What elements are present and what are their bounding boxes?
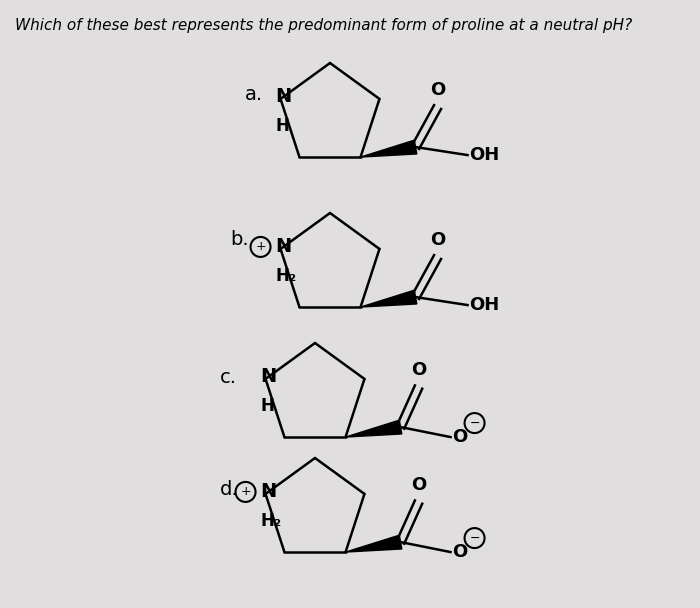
Polygon shape — [360, 290, 416, 307]
Text: OH: OH — [470, 146, 500, 164]
Text: Which of these best represents the predominant form of proline at a neutral pH?: Which of these best represents the predo… — [15, 18, 632, 33]
Text: d.: d. — [220, 480, 239, 499]
Text: N: N — [260, 482, 276, 502]
Polygon shape — [346, 420, 402, 437]
Text: b.: b. — [230, 230, 248, 249]
Text: O: O — [411, 361, 426, 379]
Text: O: O — [430, 81, 445, 99]
Polygon shape — [346, 535, 402, 552]
Text: O: O — [453, 543, 468, 561]
Text: −: − — [469, 416, 480, 430]
Text: O: O — [453, 428, 468, 446]
Text: H₂: H₂ — [260, 512, 281, 530]
Text: H: H — [276, 117, 289, 135]
Text: OH: OH — [470, 296, 500, 314]
Text: +: + — [256, 240, 266, 254]
Text: c.: c. — [220, 368, 237, 387]
Text: O: O — [430, 231, 445, 249]
Text: a.: a. — [245, 85, 263, 104]
Text: H: H — [260, 397, 274, 415]
Text: N: N — [260, 367, 276, 387]
Text: N: N — [276, 88, 292, 106]
Text: N: N — [276, 238, 292, 257]
Text: −: − — [469, 531, 480, 545]
Text: O: O — [411, 476, 426, 494]
Text: H₂: H₂ — [276, 267, 297, 285]
Text: +: + — [240, 485, 251, 499]
Polygon shape — [360, 140, 416, 157]
